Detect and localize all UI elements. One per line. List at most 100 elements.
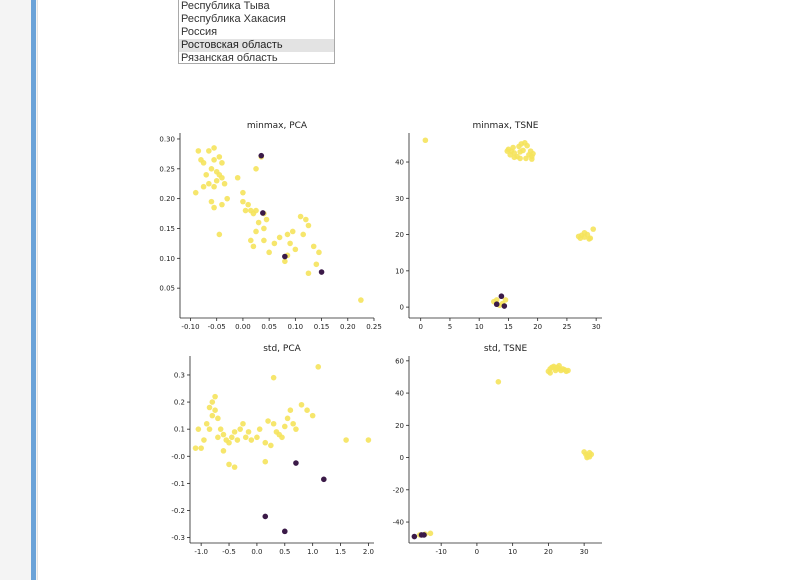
scatter-panel: std, PCA -1.0 -0.5 0.0 0.5 1.0 1.5 2.0 -0.3 -0.2 -… — [171, 344, 374, 556]
majority-point — [192, 189, 199, 196]
majority-point — [198, 445, 204, 451]
y-tick-label: -0.3 — [171, 534, 185, 542]
majority-point — [206, 148, 212, 154]
majority-point — [220, 431, 227, 438]
majority-point — [270, 374, 277, 381]
x-tick-label: 30 — [580, 548, 589, 556]
majority-point — [221, 180, 228, 187]
majority-point — [511, 154, 518, 161]
majority-point — [292, 246, 299, 253]
majority-point — [547, 370, 553, 376]
majority-point — [524, 142, 530, 149]
majority-point — [304, 407, 310, 414]
majority-point — [242, 434, 249, 441]
majority-point — [315, 364, 322, 370]
majority-point — [293, 426, 299, 432]
x-tick-label: -10 — [435, 548, 446, 556]
minority-point — [260, 210, 266, 216]
majority-point — [215, 415, 221, 422]
minority-point — [498, 293, 505, 300]
majority-point — [284, 231, 291, 238]
majority-point — [565, 367, 571, 374]
majority-point — [552, 367, 559, 374]
listbox-option[interactable]: Республика Тыва — [181, 0, 270, 12]
majority-point — [305, 270, 312, 277]
majority-point — [529, 156, 535, 162]
majority-point — [234, 437, 241, 443]
majority-point — [520, 147, 526, 154]
listbox-option-selected[interactable]: Ростовская область — [179, 39, 334, 52]
minority-point — [501, 303, 508, 309]
x-tick-label: 10 — [475, 323, 484, 331]
y-tick-label: 60 — [395, 357, 404, 365]
majority-point — [586, 236, 592, 242]
minority-point — [281, 528, 288, 535]
listbox-option[interactable]: Республика Хакасия — [181, 13, 286, 25]
majority-point — [504, 148, 511, 154]
y-tick-label: 20 — [395, 422, 404, 430]
y-tick-label: 0.20 — [159, 195, 175, 203]
majority-point — [313, 261, 320, 268]
majority-point — [211, 157, 217, 163]
majority-point — [586, 453, 593, 460]
chart-title: minmax, PCA — [247, 121, 308, 131]
majority-point — [224, 195, 230, 202]
majority-point — [200, 183, 207, 190]
majority-point — [268, 442, 274, 449]
region-listbox[interactable]: Республика Тыва Республика Хакасия Росси… — [178, 0, 335, 64]
majority-point — [206, 426, 213, 432]
majority-point — [192, 445, 199, 451]
majority-point — [195, 148, 202, 154]
majority-point — [234, 174, 241, 181]
majority-point — [358, 297, 364, 303]
left-rail-accent — [31, 0, 36, 580]
majority-point — [590, 226, 597, 232]
majority-point — [231, 429, 238, 435]
majority-point — [211, 204, 217, 211]
chart-title: std, PCA — [263, 344, 301, 354]
majority-point — [262, 439, 269, 446]
minority-point — [493, 301, 500, 308]
majority-point — [517, 155, 523, 162]
x-tick-label: 0.00 — [235, 323, 251, 331]
majority-point — [216, 231, 223, 238]
minority-point — [411, 533, 418, 540]
majority-point — [316, 249, 322, 256]
majority-point — [253, 166, 259, 172]
majority-point — [255, 219, 262, 226]
majority-point — [581, 229, 588, 236]
scatter-panel: minmax, PCA -0.10 -0.05 0.00 0.05 0.10 0.15 0.2… — [159, 121, 381, 331]
y-tick-label: 30 — [395, 195, 404, 203]
chart-title: std, TSNE — [484, 344, 528, 354]
majority-point — [284, 415, 291, 422]
majority-point — [240, 198, 246, 205]
majority-point — [219, 174, 225, 181]
majority-point — [208, 198, 215, 205]
majority-point — [281, 423, 288, 430]
minority-point — [421, 532, 427, 538]
y-tick-label: 0.30 — [159, 135, 175, 143]
listbox-option[interactable]: Рязанская область — [181, 52, 278, 64]
majority-point — [290, 420, 296, 427]
majority-point — [305, 222, 312, 229]
y-tick-label: -0.0 — [171, 453, 185, 461]
majority-point — [217, 426, 224, 432]
majority-point — [209, 412, 216, 419]
majority-point — [279, 434, 285, 441]
y-tick-label: -0.1 — [171, 480, 185, 488]
majority-point — [247, 237, 254, 244]
x-tick-label: -0.5 — [222, 548, 236, 556]
majority-point — [261, 237, 267, 244]
majority-point — [556, 362, 562, 369]
majority-point — [245, 429, 252, 435]
minority-point — [262, 513, 269, 520]
majority-point — [263, 216, 270, 223]
x-tick-label: 1.0 — [307, 548, 318, 556]
x-tick-label: 0.5 — [279, 548, 290, 556]
majority-point — [303, 216, 309, 223]
majority-point — [493, 297, 500, 303]
listbox-option[interactable]: Россия — [181, 26, 218, 38]
majority-point — [343, 437, 349, 443]
majority-point — [422, 137, 429, 144]
